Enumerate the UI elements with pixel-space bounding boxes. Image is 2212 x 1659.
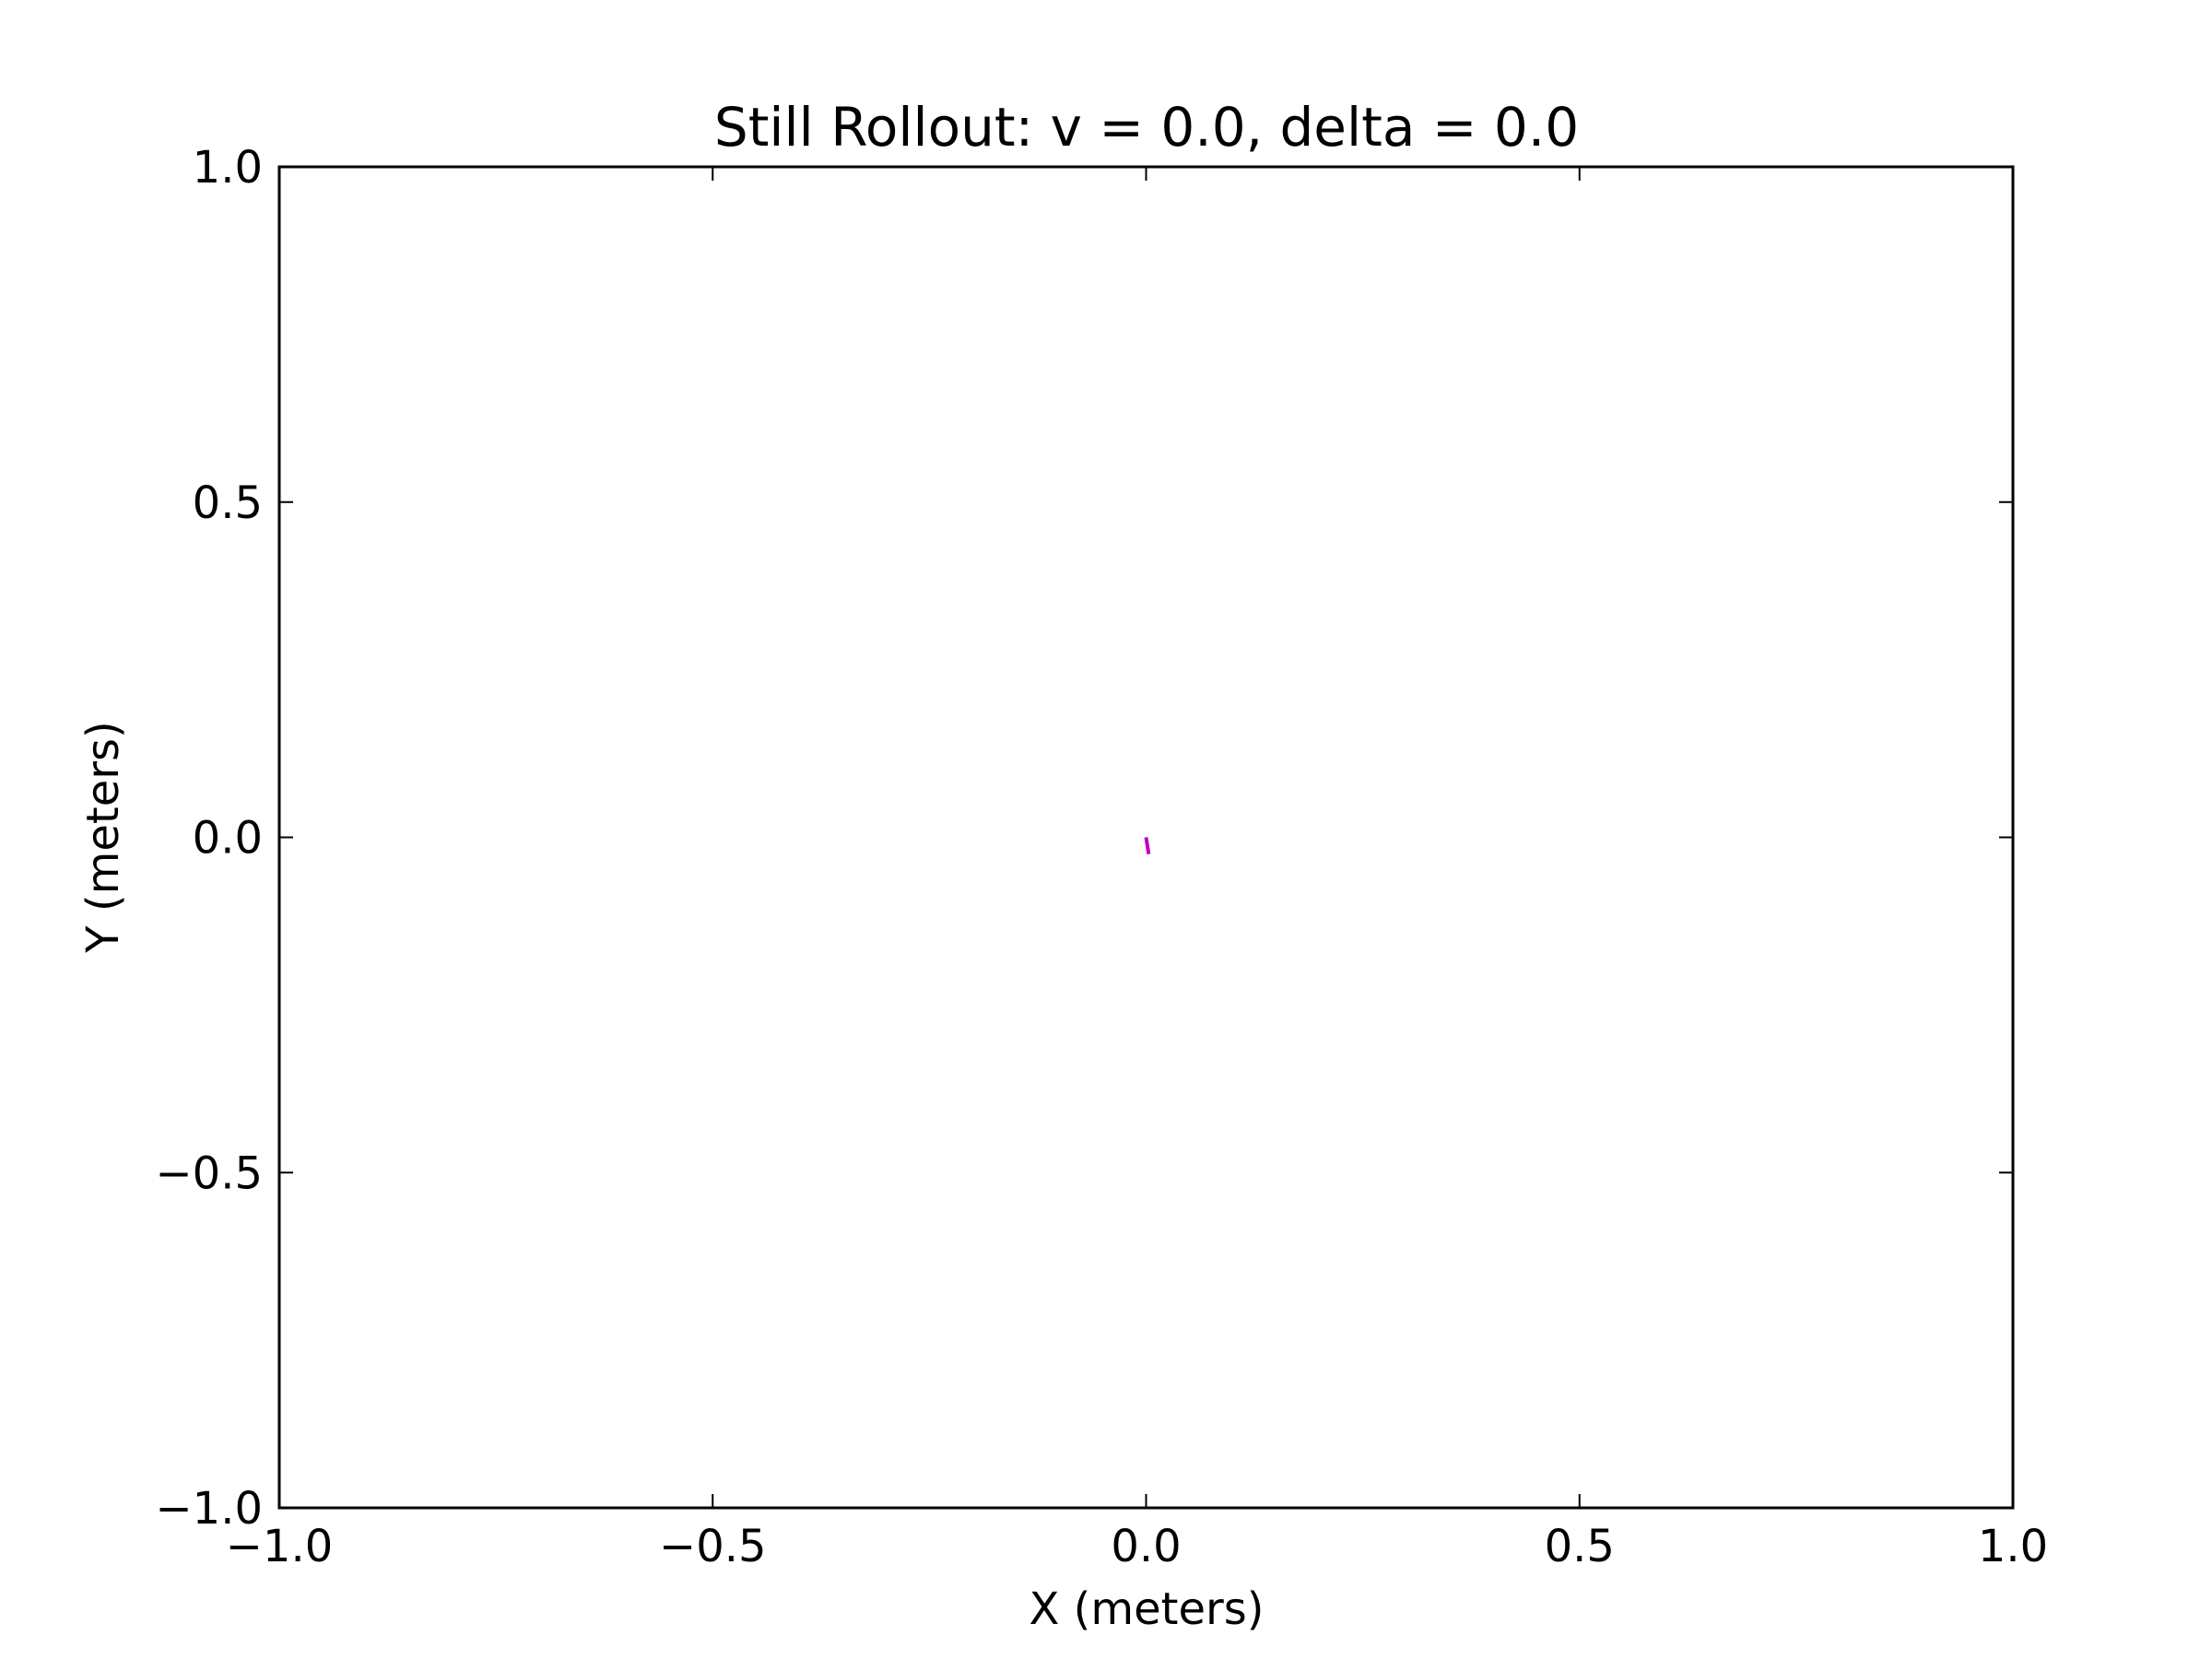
x-tick-label: 0.0 bbox=[1111, 1521, 1181, 1572]
x-tick-label: 0.5 bbox=[1545, 1521, 1615, 1572]
x-tick-label: −0.5 bbox=[659, 1521, 767, 1572]
y-tick-label: −0.5 bbox=[155, 1147, 263, 1199]
plot-frame bbox=[277, 165, 2015, 1510]
chart-title: Still Rollout: v = 0.0, delta = 0.0 bbox=[714, 96, 1579, 159]
x-tick-label: 1.0 bbox=[1978, 1521, 2048, 1572]
series-line bbox=[1144, 837, 1151, 854]
y-tick-label: 1.0 bbox=[193, 142, 263, 194]
x-tick-label: −1.0 bbox=[226, 1521, 334, 1572]
x-axis-label: X (meters) bbox=[1030, 1583, 1265, 1635]
y-tick-label: −1.0 bbox=[155, 1483, 263, 1535]
y-axis-label: Y (meters) bbox=[77, 721, 129, 953]
ticks-layer: −1.0 −0.5 0.0 0.5 1.0 −1.0 −0.5 0.0 0.5 1.0 bbox=[155, 142, 2048, 1572]
y-tick-label: 0.0 bbox=[193, 813, 263, 865]
series-layer bbox=[1144, 837, 1151, 854]
y-tick-label: 0.5 bbox=[193, 477, 263, 529]
